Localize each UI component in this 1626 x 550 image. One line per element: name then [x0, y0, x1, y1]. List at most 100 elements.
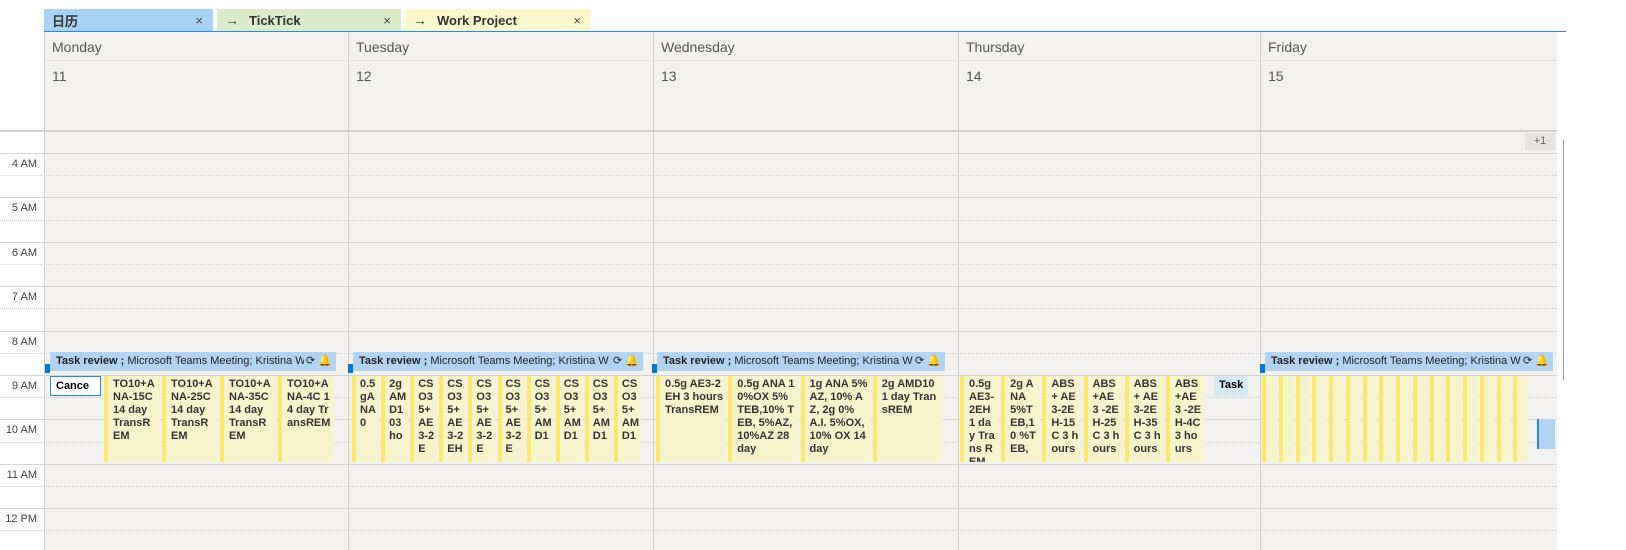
event-details: Microsoft Teams Meeting; Kristina W — [731, 354, 913, 367]
calendar-event[interactable]: 0.5g AE3-2EH 3 hours TransREM — [656, 376, 727, 462]
calendar-event[interactable] — [1278, 376, 1294, 462]
hour-line — [0, 197, 1557, 199]
friday-event-selected[interactable] — [1537, 419, 1555, 450]
calendar-event[interactable]: ABS +AE3 -2EH-4C 3 hours — [1165, 376, 1205, 462]
calendar-event[interactable] — [1396, 376, 1411, 462]
day-name: Thursday — [966, 39, 1025, 55]
calendar-event[interactable]: TO10+ANA-15C 14 day TransREM — [104, 376, 160, 462]
more-events-badge[interactable]: +1 — [1525, 133, 1555, 150]
tab-日历[interactable]: 日历 × — [44, 9, 213, 31]
event-details: Microsoft Teams Meeting; Kristina W. — [1339, 354, 1524, 367]
event-details: Microsoft Teams Meeting; Kristina W — [427, 354, 609, 367]
tab-label: Work Project — [437, 12, 517, 28]
close-icon[interactable]: × — [573, 12, 581, 28]
half-hour-line — [0, 530, 1557, 532]
event-title: Task review ; — [1271, 354, 1340, 367]
hour-line — [0, 330, 1557, 332]
calendar-event[interactable]: CSO35+AE3-2E — [410, 376, 438, 462]
calendar-event[interactable] — [1496, 376, 1512, 462]
day-name: Friday — [1268, 39, 1307, 55]
day-column-thursday[interactable]: Thursday 14 — [958, 32, 1260, 550]
day-name: Wednesday — [661, 39, 735, 55]
event-marker — [45, 363, 50, 373]
calendar-event[interactable]: CSO35+AE3-2E — [468, 376, 496, 462]
day-number[interactable]: 12 — [356, 68, 372, 84]
calendar-event[interactable] — [1312, 376, 1327, 462]
scrollbar[interactable] — [1563, 140, 1567, 380]
day-column-monday[interactable]: Monday 11 — [44, 32, 348, 550]
calendar-event[interactable]: ABS +AE3 -2EH-25C 3 hours — [1083, 376, 1123, 462]
calendar-event[interactable]: 2g AMD10 1 day TransREM — [872, 376, 943, 462]
half-hour-line — [0, 486, 1557, 487]
calendar-event[interactable]: CSO35+AE3-2E — [497, 376, 525, 462]
event-title: Task — [1219, 379, 1244, 391]
hour-line — [0, 508, 1557, 510]
tab-label: TickTick — [249, 12, 301, 28]
hour-line — [0, 241, 1557, 243]
task-review-event[interactable]: Task review ; Microsoft Teams Meeting; K… — [657, 351, 945, 371]
calendar-event[interactable]: TO10+ANA-4C 14 day TransREM — [278, 376, 334, 462]
day-column-tuesday[interactable]: Tuesday 12 — [348, 32, 653, 550]
tab-label: 日历 — [52, 13, 79, 29]
calendar-event[interactable] — [1429, 376, 1445, 462]
calendar-event[interactable]: 0.5gANA0 — [352, 376, 380, 462]
day-number[interactable]: 13 — [661, 68, 677, 84]
event-title: Task review ; — [663, 354, 732, 367]
task-review-event[interactable]: Task review ; Microsoft Teams Meeting; K… — [50, 351, 336, 371]
calendar-event[interactable]: CSO35+AMD1 — [584, 376, 612, 462]
event-details: Microsoft Teams Meeting; Kristina W — [124, 354, 306, 367]
calendar-event[interactable]: CSO35+AMD1 — [555, 376, 583, 462]
event-title: Task review ; — [359, 354, 428, 367]
event-marker — [348, 363, 353, 373]
tab-underline — [44, 31, 1566, 32]
day-number[interactable]: 11 — [52, 68, 67, 84]
calendar-event[interactable]: CSO35+AE3-2EH — [439, 376, 467, 462]
calendar-event[interactable]: ABS+ AE3-2EH-15C 3 hours — [1042, 376, 1082, 462]
recurring-reminder-icon: ⟳ 🔔 — [304, 351, 332, 371]
event-marker — [652, 363, 657, 373]
task-review-event[interactable]: Task review ; Microsoft Teams Meeting; K… — [353, 351, 643, 371]
calendar-event[interactable]: TO10+ANA-25C 14 day TransREM — [162, 376, 218, 462]
calendar-event[interactable] — [1379, 376, 1394, 462]
calendar-event[interactable]: 1g ANA 5% AZ, 10% AZ, 2g 0% A.I. 5%OX,10… — [800, 376, 871, 462]
tab-ticktick[interactable]: → TickTick × — [217, 9, 401, 31]
calendar-event[interactable] — [1329, 376, 1344, 462]
calendar-event[interactable] — [1262, 376, 1277, 462]
time-label: 10 AM — [5, 424, 37, 437]
calendar-event[interactable]: CSO35+AMD1 — [526, 376, 554, 462]
calendar-event[interactable]: 0.5g AE3-2EH 1 day Trans REM — [960, 376, 1000, 462]
calendar-event[interactable] — [1513, 376, 1528, 462]
close-icon[interactable]: × — [195, 12, 203, 28]
day-number[interactable]: 15 — [1268, 68, 1284, 84]
cancelled-event[interactable]: Cance — [50, 376, 101, 396]
calendar-event[interactable]: 2gAMD103 ho — [381, 376, 409, 462]
calendar-event[interactable] — [1412, 376, 1428, 462]
time-label: 4 AM — [11, 158, 37, 170]
recurring-reminder-icon: ⟳ 🔔 — [913, 351, 941, 371]
tab-work-project[interactable]: → Work Project × — [405, 9, 591, 31]
day-column-wednesday[interactable]: Wednesday 13 — [653, 32, 958, 550]
time-label: 9 AM — [11, 380, 37, 392]
task-review-event[interactable]: Task review ; Microsoft Teams Meeting; K… — [1265, 351, 1553, 371]
calendar-event[interactable]: 0.5g ANA 10%OX 5% TEB,10% TEB, 5%AZ, 10%… — [728, 376, 799, 462]
calendar-event[interactable]: 2g ANA 5%TEB,10 %TEB, — [1001, 376, 1041, 462]
day-number[interactable]: 14 — [966, 68, 982, 84]
half-hour-line — [0, 219, 1557, 221]
calendar-event[interactable] — [1345, 376, 1361, 462]
close-icon[interactable]: × — [383, 12, 391, 28]
time-label: 12 PM — [5, 513, 37, 526]
calendar-event[interactable] — [1295, 376, 1311, 462]
calendar-event[interactable] — [1463, 376, 1478, 462]
calendar-event[interactable] — [1362, 376, 1378, 462]
time-label: 6 AM — [11, 246, 37, 259]
recurring-reminder-icon: ⟳ 🔔 — [1521, 351, 1549, 371]
calendar-event[interactable] — [1446, 376, 1461, 462]
thursday-task-event[interactable]: Task — [1214, 376, 1248, 396]
calendar-event[interactable]: CSO35+AMD1 — [613, 376, 641, 462]
calendar-event[interactable]: ABS+ AE3-2EH-35C 3 hours — [1124, 376, 1164, 462]
arrow-icon: → — [413, 12, 427, 28]
calendar-event[interactable]: TO10+ANA-35C 14 day TransREM — [220, 376, 276, 462]
day-column-friday[interactable]: Friday 15 — [1260, 32, 1557, 550]
hour-line — [0, 463, 1557, 465]
calendar-event[interactable] — [1479, 376, 1495, 462]
